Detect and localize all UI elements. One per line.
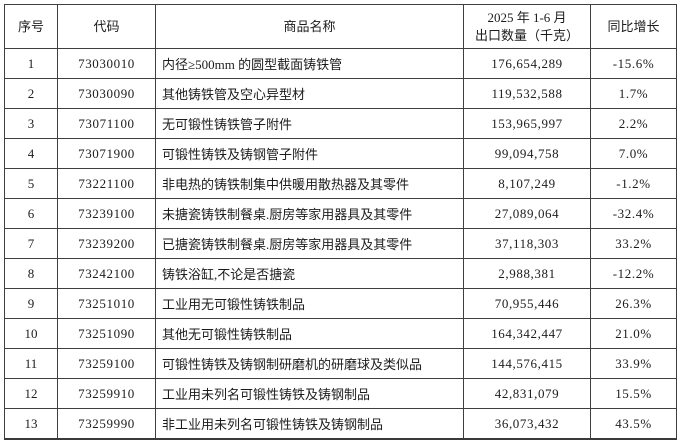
cell-index: 8 <box>4 258 58 289</box>
cell-export-quantity: 37,118,303 <box>463 228 591 259</box>
cell-product-name: 其他无可锻性铸铁制品 <box>155 318 464 349</box>
header-index: 序号 <box>4 4 58 49</box>
cell-yoy-growth: 1.7% <box>590 78 677 109</box>
cell-index: 3 <box>4 108 58 139</box>
table-row: 9 73251010 工业用无可锻性铸铁制品 70,955,446 26.3% <box>4 288 677 319</box>
cell-code: 73239200 <box>57 228 156 259</box>
cell-index: 11 <box>4 348 58 379</box>
cell-export-quantity: 42,831,079 <box>463 378 591 409</box>
cell-index: 9 <box>4 288 58 319</box>
cell-product-name: 非工业用未列名可锻性铸铁及铸钢制品 <box>155 408 464 440</box>
cell-yoy-growth: 21.0% <box>590 318 677 349</box>
table-row: 7 73239200 已搪瓷铸铁制餐桌.厨房等家用器具及其零件 37,118,3… <box>4 228 677 259</box>
cell-product-name: 内径≥500mm 的圆型截面铸铁管 <box>155 48 464 79</box>
cell-index: 5 <box>4 168 58 199</box>
cell-yoy-growth: 43.5% <box>590 408 677 440</box>
cell-code: 73251090 <box>57 318 156 349</box>
cell-yoy-growth: 33.9% <box>590 348 677 379</box>
cell-code: 73030090 <box>57 78 156 109</box>
cell-export-quantity: 8,107,249 <box>463 168 591 199</box>
header-export-quantity: 2025 年 1-6 月 出口数量（千克） <box>463 4 591 49</box>
export-statistics-table-container: 序号 代码 商品名称 2025 年 1-6 月 出口数量（千克） 同比增长 1 … <box>4 4 677 440</box>
header-product-name: 商品名称 <box>155 4 464 49</box>
table-row: 10 73251090 其他无可锻性铸铁制品 164,342,447 21.0% <box>4 318 677 349</box>
header-export-quantity-line1: 2025 年 1-6 月 <box>487 9 567 25</box>
cell-product-name: 未搪瓷铸铁制餐桌.厨房等家用器具及其零件 <box>155 198 464 229</box>
cell-yoy-growth: 7.0% <box>590 138 677 169</box>
cell-code: 73251010 <box>57 288 156 319</box>
header-yoy-growth: 同比增长 <box>590 4 677 49</box>
cell-product-name: 已搪瓷铸铁制餐桌.厨房等家用器具及其零件 <box>155 228 464 259</box>
cell-index: 6 <box>4 198 58 229</box>
cell-code: 73071100 <box>57 108 156 139</box>
cell-product-name: 工业用无可锻性铸铁制品 <box>155 288 464 319</box>
cell-export-quantity: 164,342,447 <box>463 318 591 349</box>
cell-code: 73221100 <box>57 168 156 199</box>
cell-product-name: 可锻性铸铁及铸钢制研磨机的研磨球及类似品 <box>155 348 464 379</box>
cell-export-quantity: 2,988,381 <box>463 258 591 289</box>
cell-index: 10 <box>4 318 58 349</box>
cell-product-name: 工业用未列名可锻性铸铁及铸钢制品 <box>155 378 464 409</box>
table-row: 3 73071100 无可锻性铸铁管子附件 153,965,997 2.2% <box>4 108 677 139</box>
cell-export-quantity: 119,532,588 <box>463 78 591 109</box>
cell-product-name: 非电热的铸铁制集中供暖用散热器及其零件 <box>155 168 464 199</box>
cell-code: 73259100 <box>57 348 156 379</box>
cell-code: 73071900 <box>57 138 156 169</box>
table-body: 1 73030010 内径≥500mm 的圆型截面铸铁管 176,654,289… <box>4 48 677 440</box>
cell-product-name: 无可锻性铸铁管子附件 <box>155 108 464 139</box>
cell-index: 12 <box>4 378 58 409</box>
cell-index: 7 <box>4 228 58 259</box>
table-row: 5 73221100 非电热的铸铁制集中供暖用散热器及其零件 8,107,249… <box>4 168 677 199</box>
cell-export-quantity: 153,965,997 <box>463 108 591 139</box>
cell-index: 13 <box>4 408 58 440</box>
cell-index: 2 <box>4 78 58 109</box>
cell-index: 4 <box>4 138 58 169</box>
cell-yoy-growth: -15.6% <box>590 48 677 79</box>
table-row: 8 73242100 铸铁浴缸,不论是否搪瓷 2,988,381 -12.2% <box>4 258 677 289</box>
table-row: 6 73239100 未搪瓷铸铁制餐桌.厨房等家用器具及其零件 27,089,0… <box>4 198 677 229</box>
table-row: 11 73259100 可锻性铸铁及铸钢制研磨机的研磨球及类似品 144,576… <box>4 348 677 379</box>
cell-export-quantity: 144,576,415 <box>463 348 591 379</box>
cell-yoy-growth: 26.3% <box>590 288 677 319</box>
cell-product-name: 铸铁浴缸,不论是否搪瓷 <box>155 258 464 289</box>
cell-product-name: 可锻性铸铁及铸钢管子附件 <box>155 138 464 169</box>
table-row: 1 73030010 内径≥500mm 的圆型截面铸铁管 176,654,289… <box>4 48 677 79</box>
cell-yoy-growth: 2.2% <box>590 108 677 139</box>
cell-code: 73259910 <box>57 378 156 409</box>
cell-code: 73239100 <box>57 198 156 229</box>
cell-yoy-growth: 15.5% <box>590 378 677 409</box>
header-export-quantity-line2: 出口数量（千克） <box>474 27 579 43</box>
table-row: 4 73071900 可锻性铸铁及铸钢管子附件 99,094,758 7.0% <box>4 138 677 169</box>
cell-code: 73259990 <box>57 408 156 440</box>
cell-export-quantity: 99,094,758 <box>463 138 591 169</box>
header-code: 代码 <box>57 4 156 49</box>
cell-yoy-growth: -32.4% <box>590 198 677 229</box>
cell-yoy-growth: 33.2% <box>590 228 677 259</box>
table-row: 13 73259990 非工业用未列名可锻性铸铁及铸钢制品 36,073,432… <box>4 408 677 440</box>
table-row: 2 73030090 其他铸铁管及空心异型材 119,532,588 1.7% <box>4 78 677 109</box>
cell-product-name: 其他铸铁管及空心异型材 <box>155 78 464 109</box>
cell-yoy-growth: -1.2% <box>590 168 677 199</box>
cell-index: 1 <box>4 48 58 79</box>
cell-yoy-growth: -12.2% <box>590 258 677 289</box>
cell-code: 73030010 <box>57 48 156 79</box>
cell-export-quantity: 36,073,432 <box>463 408 591 440</box>
header-row: 序号 代码 商品名称 2025 年 1-6 月 出口数量（千克） 同比增长 <box>4 4 677 49</box>
cell-export-quantity: 70,955,446 <box>463 288 591 319</box>
cell-export-quantity: 27,089,064 <box>463 198 591 229</box>
table-row: 12 73259910 工业用未列名可锻性铸铁及铸钢制品 42,831,079 … <box>4 378 677 409</box>
export-statistics-table: 序号 代码 商品名称 2025 年 1-6 月 出口数量（千克） 同比增长 1 … <box>4 4 677 440</box>
cell-export-quantity: 176,654,289 <box>463 48 591 79</box>
cell-code: 73242100 <box>57 258 156 289</box>
